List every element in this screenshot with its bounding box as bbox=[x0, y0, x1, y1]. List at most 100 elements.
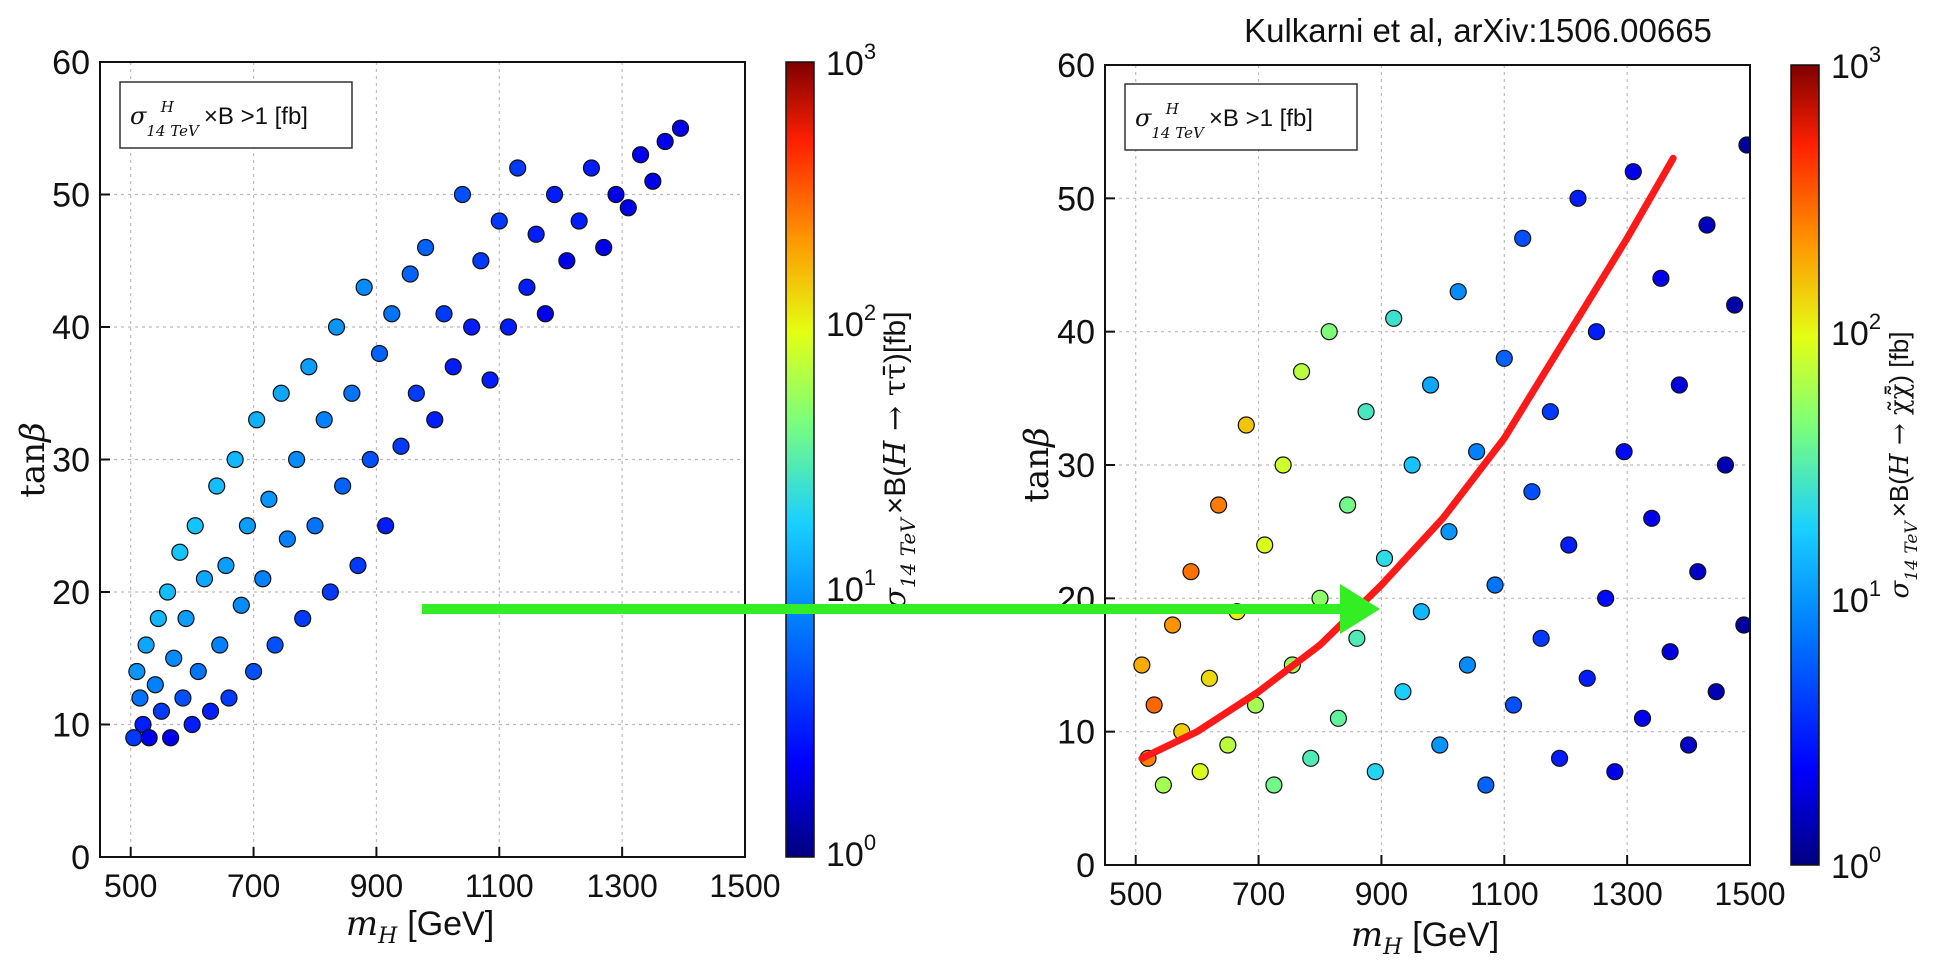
left-scatter-point bbox=[195, 570, 214, 588]
left-scatter-point bbox=[582, 159, 601, 177]
right-scatter-point bbox=[1237, 416, 1255, 434]
left-scatter-point bbox=[208, 477, 226, 495]
right-xtick-label-5: 1500 bbox=[1714, 876, 1785, 912]
left-scatter-point bbox=[355, 278, 373, 296]
right-scatter-point bbox=[1643, 509, 1661, 527]
left-cbar-tick-3: 103 bbox=[826, 39, 876, 83]
left-xtick-label-4: 1300 bbox=[587, 868, 658, 904]
left-scatter-point bbox=[306, 517, 324, 535]
left-scatter-point bbox=[518, 278, 536, 296]
right-ytick-label-0: 0 bbox=[1076, 847, 1095, 885]
left-scatter-point bbox=[211, 636, 229, 654]
left-scatter-point bbox=[361, 450, 379, 469]
left-scatter-point bbox=[266, 636, 284, 654]
left-scatter-point bbox=[509, 159, 527, 177]
left-scatter-point bbox=[536, 305, 554, 323]
left-scatter-point bbox=[238, 517, 257, 535]
left-panel: 0 10 20 30 40 50 60 500 700 900 1100 1300 1500 σ14 … bbox=[13, 39, 920, 949]
right-scatter-point bbox=[1394, 683, 1412, 701]
right-scatter-point bbox=[1200, 669, 1219, 687]
right-gridlines bbox=[1105, 65, 1750, 865]
right-scatter-point bbox=[1274, 456, 1292, 474]
left-ytick-label-0: 0 bbox=[71, 839, 90, 877]
right-ytick-label-3: 30 bbox=[1057, 447, 1095, 485]
left-scatter-point bbox=[162, 729, 180, 747]
right-scatter-point bbox=[1421, 376, 1440, 394]
right-red-curve bbox=[1138, 154, 1677, 762]
right-scatter-point bbox=[1256, 536, 1274, 554]
left-scatter-point bbox=[174, 689, 192, 707]
right-scatter-point bbox=[1329, 709, 1348, 727]
left-scatter-point bbox=[217, 556, 235, 575]
right-xtick-label-3: 1100 bbox=[1470, 876, 1539, 912]
right-scatter-point bbox=[1133, 656, 1151, 674]
left-scatter-point bbox=[244, 662, 263, 681]
right-ytick-label-6: 60 bbox=[1057, 47, 1095, 85]
left-scatter-point bbox=[671, 119, 690, 137]
left-scatter-point bbox=[327, 318, 346, 336]
right-cbar-tick-3: 103 bbox=[1831, 42, 1881, 86]
left-scatter-point bbox=[619, 199, 637, 217]
left-scatter-point bbox=[481, 371, 499, 389]
right-scatter-point bbox=[1311, 589, 1329, 607]
right-scatter-point bbox=[1532, 629, 1550, 647]
right-ylabel: tanβ bbox=[1017, 427, 1057, 503]
left-ytick-label-6: 60 bbox=[52, 44, 90, 82]
left-scatter-point bbox=[527, 225, 545, 243]
left-scatter-point bbox=[644, 172, 662, 190]
left-scatter-point bbox=[631, 146, 650, 164]
right-scatter-point bbox=[1523, 483, 1541, 501]
right-scatter-point bbox=[1633, 709, 1652, 727]
right-cbar-tick-0: 100 bbox=[1831, 842, 1881, 886]
right-ytick-label-5: 50 bbox=[1057, 180, 1095, 218]
left-scatter-point bbox=[444, 358, 462, 376]
right-xlabel: mH [GeV] bbox=[1351, 915, 1499, 960]
left-scatter-point bbox=[435, 305, 453, 323]
left-xtick-label-2: 900 bbox=[350, 868, 403, 904]
right-scatter-point bbox=[1514, 229, 1532, 247]
left-scatter-point bbox=[158, 583, 177, 601]
right-scatter-point bbox=[1265, 776, 1283, 794]
left-colorbar bbox=[785, 61, 815, 858]
right-scatter-point bbox=[1486, 576, 1504, 594]
right-scatter-point bbox=[1154, 776, 1172, 794]
left-scatter-point bbox=[171, 543, 189, 561]
left-scatter-point bbox=[416, 238, 435, 257]
right-scatter-point bbox=[1661, 643, 1679, 661]
right-cbar-tick-1: 101 bbox=[1831, 576, 1881, 620]
right-scatter-point bbox=[1726, 296, 1744, 314]
right-scatter-point bbox=[1431, 736, 1449, 754]
left-xtick-label-3: 1100 bbox=[465, 868, 534, 904]
left-ylabel: tanβ bbox=[13, 422, 53, 498]
citation-text: Kulkarni et al, arXiv:1506.00665 bbox=[1244, 12, 1712, 49]
left-scatter-point bbox=[254, 570, 272, 588]
right-scatter-point bbox=[1366, 763, 1384, 781]
left-scatter-point bbox=[183, 715, 201, 734]
left-scatter-point bbox=[343, 384, 361, 402]
left-scatter-point bbox=[131, 689, 149, 707]
left-scatter-point bbox=[248, 411, 266, 429]
left-xlabel: mH [GeV] bbox=[346, 904, 494, 949]
left-scatter-point bbox=[656, 132, 674, 151]
right-annotation: σ14 TeVH ×B >1 [fb] bbox=[1135, 100, 1313, 142]
left-scatter-point bbox=[490, 212, 508, 230]
left-ytick-label-4: 40 bbox=[52, 309, 90, 347]
right-scatter-point bbox=[1292, 363, 1311, 381]
left-scatter-point bbox=[189, 662, 207, 681]
left-scatter-point bbox=[294, 609, 312, 628]
right-scatter-point bbox=[1468, 443, 1486, 461]
right-scatter-point bbox=[1458, 656, 1477, 674]
left-cbar-tick-2: 102 bbox=[826, 300, 876, 344]
left-annotation: σ14 TeVH ×B >1 [fb] bbox=[130, 98, 308, 140]
right-scatter-point bbox=[1541, 403, 1559, 421]
left-scatter-point bbox=[140, 729, 158, 747]
right-scatter-point bbox=[1738, 136, 1750, 154]
left-colorbar-ticks: 100 101 102 103 bbox=[826, 39, 876, 874]
right-scatter-point bbox=[1504, 696, 1523, 714]
left-scatter-point bbox=[545, 185, 564, 204]
right-scatter-point bbox=[1679, 736, 1698, 754]
right-ytick-label-1: 10 bbox=[1057, 714, 1095, 752]
right-colorbar bbox=[1790, 64, 1820, 866]
left-cbar-tick-1: 101 bbox=[826, 565, 876, 609]
